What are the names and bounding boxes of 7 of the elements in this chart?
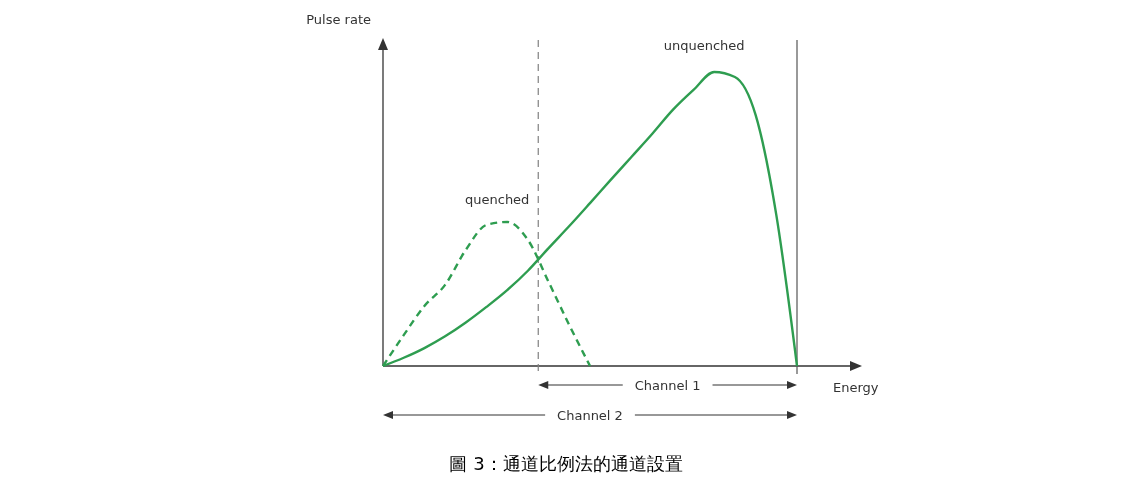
text: Channel 2 (557, 408, 623, 423)
text: Channel 1 (634, 378, 701, 393)
series-label: quenched (465, 191, 530, 207)
series-label: unquenched (663, 38, 745, 53)
text: 圖 3：通道比例法的通道設置 (449, 453, 683, 474)
y-axis-title: Pulse rate (306, 12, 371, 27)
x-axis-title: Energy (833, 380, 879, 395)
